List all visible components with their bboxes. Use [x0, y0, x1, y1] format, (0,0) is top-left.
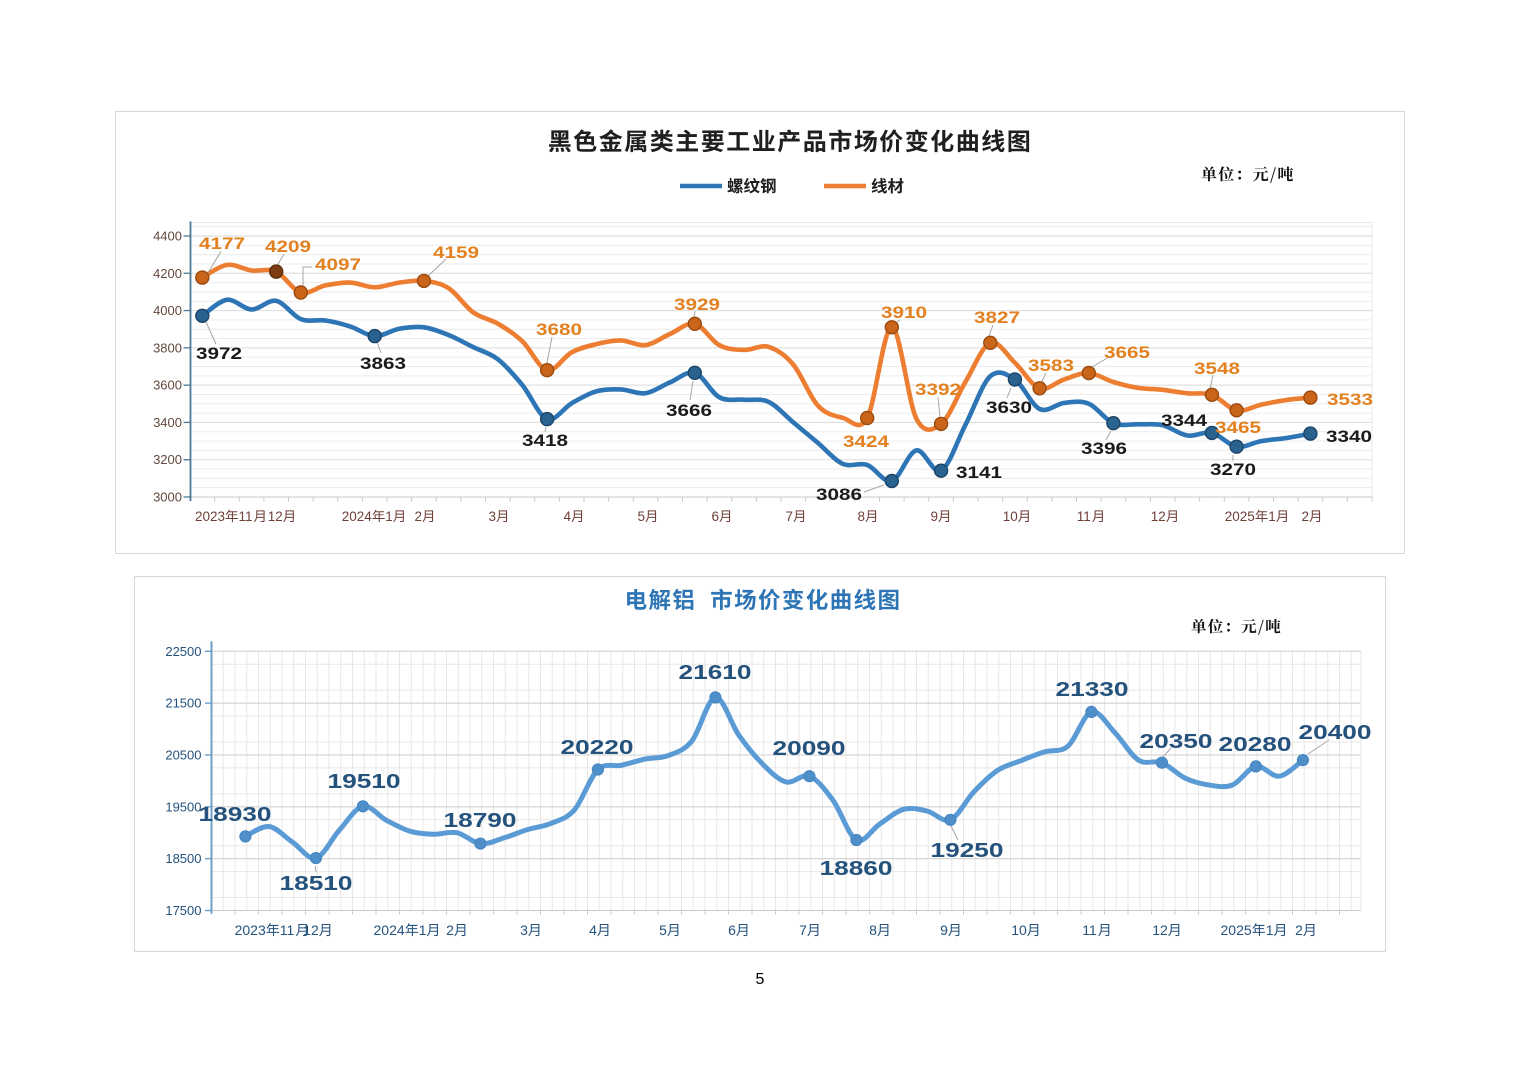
svg-text:18510: 18510 [280, 873, 353, 895]
svg-text:5: 5 [659, 922, 667, 938]
svg-text:3270: 3270 [1210, 460, 1256, 479]
svg-text:3665: 3665 [1104, 343, 1150, 362]
svg-text:3583: 3583 [1028, 356, 1074, 375]
svg-text:19510: 19510 [328, 771, 401, 793]
svg-text:3086: 3086 [816, 485, 862, 504]
svg-text:8: 8 [858, 509, 866, 524]
svg-text:20350: 20350 [1140, 731, 1213, 753]
svg-text:4: 4 [564, 509, 572, 524]
svg-text:3600: 3600 [153, 378, 182, 393]
svg-text:4159: 4159 [433, 243, 479, 262]
svg-text:20090: 20090 [773, 738, 846, 760]
svg-text:2: 2 [446, 922, 454, 938]
svg-text:7: 7 [799, 922, 807, 938]
svg-text:3548: 3548 [1194, 359, 1240, 378]
svg-text:3630: 3630 [986, 398, 1032, 417]
svg-text:3: 3 [489, 509, 497, 524]
svg-text:12: 12 [1152, 922, 1168, 938]
svg-text:20220: 20220 [561, 737, 634, 759]
svg-text:18860: 18860 [820, 858, 893, 880]
svg-text:22500: 22500 [165, 644, 201, 659]
svg-text:3972: 3972 [196, 344, 242, 363]
svg-text:1: 1 [1268, 509, 1276, 524]
svg-text:4: 4 [589, 922, 597, 938]
svg-text:18930: 18930 [199, 804, 272, 826]
svg-text:4097: 4097 [315, 255, 361, 274]
svg-text:17500: 17500 [165, 903, 201, 918]
svg-text:11: 11 [280, 922, 295, 938]
svg-text:2024: 2024 [342, 509, 373, 524]
svg-text:20500: 20500 [165, 748, 201, 763]
svg-text:2023: 2023 [195, 509, 225, 524]
svg-text:20400: 20400 [1299, 722, 1372, 744]
svg-text:12: 12 [268, 509, 283, 524]
svg-text:9: 9 [940, 922, 948, 938]
svg-text:6: 6 [712, 509, 720, 524]
svg-text:12: 12 [1151, 509, 1166, 524]
svg-text:3666: 3666 [666, 401, 712, 420]
svg-text:11: 11 [239, 509, 253, 524]
svg-text:4177: 4177 [199, 234, 245, 253]
svg-text:19250: 19250 [931, 840, 1004, 862]
svg-text:3400: 3400 [153, 415, 182, 430]
svg-text:2025: 2025 [1221, 922, 1252, 938]
svg-text:10: 10 [1003, 509, 1018, 524]
svg-text:4400: 4400 [153, 229, 182, 244]
svg-text:6: 6 [728, 922, 736, 938]
svg-text:21610: 21610 [679, 662, 752, 684]
svg-text:3418: 3418 [522, 431, 568, 450]
svg-text:3396: 3396 [1081, 439, 1127, 458]
svg-text:3: 3 [520, 922, 528, 938]
svg-text:3344: 3344 [1161, 411, 1208, 430]
svg-text:3533: 3533 [1327, 390, 1373, 409]
svg-text:1: 1 [1266, 922, 1274, 938]
svg-text:3827: 3827 [974, 308, 1020, 327]
svg-text:11: 11 [1077, 509, 1091, 524]
svg-text:3392: 3392 [915, 380, 961, 399]
svg-text:2: 2 [1295, 922, 1303, 938]
svg-text:3680: 3680 [536, 320, 582, 339]
svg-text:3465: 3465 [1215, 418, 1261, 437]
svg-text:5: 5 [756, 971, 765, 988]
svg-text:3141: 3141 [956, 463, 1002, 482]
svg-text:3424: 3424 [843, 432, 890, 451]
svg-text:8: 8 [869, 922, 877, 938]
svg-text:3863: 3863 [360, 354, 406, 373]
svg-text:4209: 4209 [265, 237, 311, 256]
svg-text:2: 2 [1302, 509, 1310, 524]
svg-text:20280: 20280 [1219, 734, 1292, 756]
svg-text:3929: 3929 [674, 295, 720, 314]
svg-text:1: 1 [419, 922, 427, 938]
svg-text:2: 2 [415, 509, 423, 524]
svg-text:5: 5 [638, 509, 646, 524]
svg-text:18500: 18500 [165, 851, 201, 866]
svg-text:10: 10 [1011, 922, 1027, 938]
svg-text:1: 1 [385, 509, 393, 524]
svg-text:3340: 3340 [1326, 427, 1372, 446]
svg-text:21500: 21500 [165, 696, 201, 711]
svg-text:2025: 2025 [1225, 509, 1255, 524]
svg-text:2023: 2023 [235, 922, 266, 938]
svg-text:18790: 18790 [444, 810, 517, 832]
svg-text:2024: 2024 [374, 922, 405, 938]
svg-text:3000: 3000 [153, 490, 182, 505]
svg-text:9: 9 [931, 509, 939, 524]
svg-text:4200: 4200 [153, 266, 182, 281]
svg-text:3910: 3910 [881, 303, 927, 322]
svg-text:19500: 19500 [165, 799, 201, 814]
svg-text:3800: 3800 [153, 340, 182, 355]
svg-text:21330: 21330 [1056, 679, 1129, 701]
svg-text:11: 11 [1082, 922, 1097, 938]
svg-text:7: 7 [786, 509, 794, 524]
svg-text:4000: 4000 [153, 303, 182, 318]
svg-text:3200: 3200 [153, 452, 182, 467]
svg-text:12: 12 [303, 922, 319, 938]
